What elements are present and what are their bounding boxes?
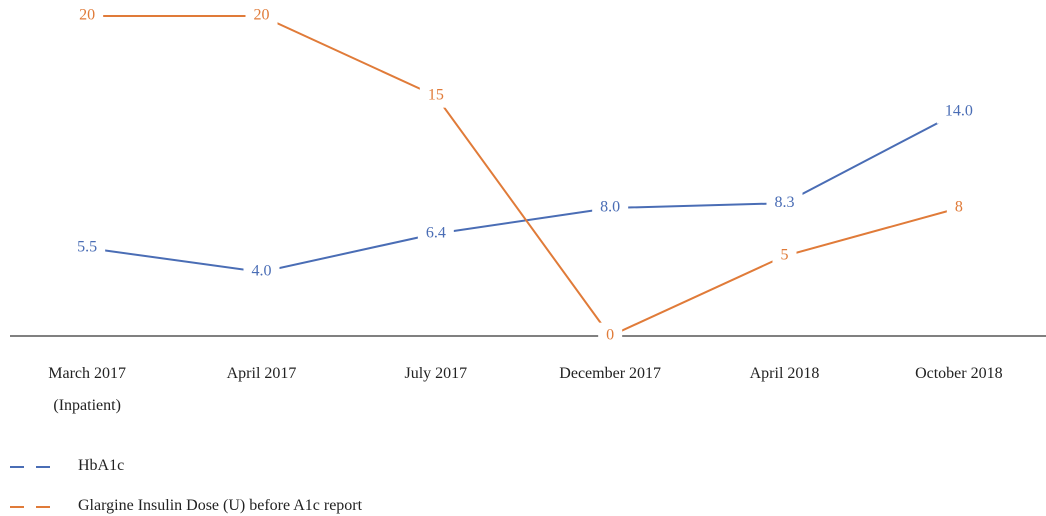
data-label-group: 8.3: [766, 189, 803, 215]
data-label-group: 6.4: [417, 220, 454, 246]
data-label-group: 8: [946, 194, 971, 220]
legend-label: Glargine Insulin Dose (U) before A1c rep…: [78, 497, 363, 514]
data-label: 14.0: [945, 103, 973, 120]
series-line: [87, 15, 960, 338]
x-tick-label: July 2017: [404, 365, 468, 382]
data-label-group: 14.0: [936, 98, 981, 124]
data-label: 8.0: [600, 199, 620, 216]
data-label-bg: [592, 194, 629, 220]
x-tick-label: April 2018: [749, 365, 820, 382]
data-label-group: 5: [772, 242, 797, 268]
data-label: 20: [79, 7, 95, 24]
data-label-group: 5.5: [69, 234, 106, 260]
data-label-bg: [766, 189, 803, 215]
data-label: 6.4: [426, 224, 446, 241]
data-label: 4.0: [252, 263, 272, 280]
data-label-bg: [946, 194, 971, 220]
data-label-bg: [419, 82, 452, 108]
data-label-bg: [71, 2, 104, 28]
data-label-group: 20: [245, 2, 278, 28]
data-label-group: 4.0: [243, 258, 280, 284]
data-label-bg: [243, 258, 280, 284]
data-label: 5.5: [77, 239, 97, 256]
data-label-bg: [936, 98, 981, 124]
data-label-bg: [69, 234, 106, 260]
data-label-bg: [772, 242, 797, 268]
x-tick-label: April 2017: [226, 365, 297, 382]
data-label: 20: [254, 7, 270, 24]
data-label: 15: [428, 87, 444, 104]
data-label-group: 0: [598, 322, 623, 348]
x-tick-label: October 2018: [915, 365, 1003, 382]
data-label-group: 15: [419, 82, 452, 108]
x-tick-label: December 2017: [559, 365, 662, 382]
data-label-group: 20: [71, 2, 104, 28]
series-line: [87, 111, 960, 274]
data-label: 0: [606, 327, 614, 344]
data-label: 8: [955, 199, 963, 216]
data-label-bg: [245, 2, 278, 28]
legend-label: HbA1c: [78, 457, 125, 474]
data-label-bg: [417, 220, 454, 246]
data-label: 5: [781, 247, 789, 264]
data-label-group: 8.0: [592, 194, 629, 220]
data-label-bg: [598, 322, 623, 348]
data-label: 8.3: [775, 194, 795, 211]
x-tick-label: March 2017 (Inpatient): [48, 365, 127, 414]
